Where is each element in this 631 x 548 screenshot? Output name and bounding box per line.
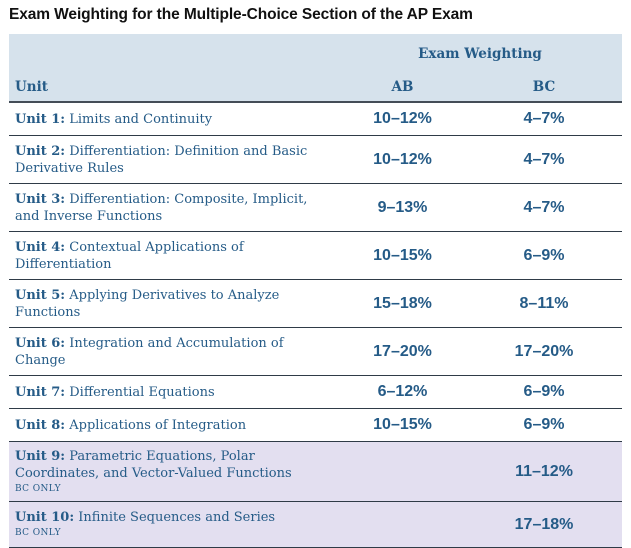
header-row-columns: Unit AB BC	[9, 73, 623, 103]
ab-weight	[339, 441, 466, 502]
unit-name: Contextual Applications of Differentiati…	[15, 239, 244, 272]
ab-weight: 10–15%	[339, 408, 466, 442]
bc-weight: 6–9%	[466, 408, 623, 442]
unit-number: Unit 7:	[15, 384, 66, 400]
unit-cell: Unit 2: Differentiation: Definition and …	[9, 135, 339, 184]
unit-name: Applications of Integration	[69, 417, 247, 433]
bc-weight: 6–9%	[466, 375, 623, 409]
header-blank-cell	[9, 34, 339, 73]
unit-cell: Unit 10: Infinite Sequences and Series BC…	[9, 501, 339, 548]
unit-name: Parametric Equations, Polar Coordinates,…	[15, 448, 292, 481]
ab-weight: 9–13%	[339, 183, 466, 232]
table-row: Unit 6: Integration and Accumulation of …	[9, 327, 623, 376]
unit-number: Unit 3:	[15, 191, 66, 207]
unit-cell: Unit 6: Integration and Accumulation of …	[9, 327, 339, 376]
bc-weight: 4–7%	[466, 183, 623, 232]
table-row: Unit 7: Differential Equations 6–12% 6–9…	[9, 375, 623, 409]
ab-weight: 10–12%	[339, 135, 466, 184]
ab-weight: 15–18%	[339, 279, 466, 328]
table-row: Unit 1: Limits and Continuity 10–12% 4–7…	[9, 102, 623, 136]
table-row: Unit 3: Differentiation: Composite, Impl…	[9, 183, 623, 232]
unit-cell: Unit 1: Limits and Continuity	[9, 102, 339, 136]
bc-weight: 8–11%	[466, 279, 623, 328]
unit-name: Integration and Accumulation of Change	[15, 335, 284, 368]
unit-number: Unit 1:	[15, 111, 66, 127]
bc-weight: 4–7%	[466, 135, 623, 184]
unit-cell: Unit 8: Applications of Integration	[9, 408, 339, 442]
bc-weight: 6–9%	[466, 231, 623, 280]
unit-name: Infinite Sequences and Series	[78, 510, 276, 525]
ab-weight: 17–20%	[339, 327, 466, 376]
unit-name: Applying Derivatives to Analyze Function…	[15, 287, 280, 320]
ab-weight: 6–12%	[339, 375, 466, 409]
page-title: Exam Weighting for the Multiple-Choice S…	[9, 6, 473, 23]
unit-name: Differentiation: Definition and Basic De…	[15, 143, 308, 176]
unit-number: Unit 9:	[15, 448, 66, 464]
unit-column-header: Unit	[9, 73, 339, 103]
header-row-group: Exam Weighting	[9, 34, 623, 73]
bc-weight: 4–7%	[466, 102, 623, 136]
table-row-bc-only: Unit 9: Parametric Equations, Polar Coor…	[9, 441, 623, 502]
unit-cell: Unit 4: Contextual Applications of Diffe…	[9, 231, 339, 280]
table-row: Unit 5: Applying Derivatives to Analyze …	[9, 279, 623, 328]
table-row: Unit 8: Applications of Integration 10–1…	[9, 408, 623, 442]
bc-column-header: BC	[466, 73, 623, 103]
table-row: Unit 4: Contextual Applications of Diffe…	[9, 231, 623, 280]
unit-name: Limits and Continuity	[69, 111, 213, 127]
exam-weighting-table: Exam Weighting Unit AB BC Unit 1: Limits…	[9, 34, 623, 548]
unit-number: Unit 8:	[15, 417, 66, 433]
unit-number: Unit 4:	[15, 239, 66, 255]
table-row: Unit 2: Differentiation: Definition and …	[9, 135, 623, 184]
unit-number: Unit 6:	[15, 335, 66, 351]
unit-name: Differential Equations	[69, 384, 215, 400]
bc-weight: 17–18%	[466, 501, 623, 548]
table-row-bc-only: Unit 10: Infinite Sequences and Series BC…	[9, 501, 623, 548]
unit-number: Unit 2:	[15, 143, 66, 159]
unit-name: Differentiation: Composite, Implicit, an…	[15, 191, 308, 224]
bc-only-note: BC ONLY	[15, 483, 61, 494]
unit-cell: Unit 9: Parametric Equations, Polar Coor…	[9, 441, 339, 502]
bc-weight: 11–12%	[466, 441, 623, 502]
exam-weighting-header: Exam Weighting	[339, 34, 623, 73]
ab-weight: 10–15%	[339, 231, 466, 280]
bc-weight: 17–20%	[466, 327, 623, 376]
unit-cell: Unit 5: Applying Derivatives to Analyze …	[9, 279, 339, 328]
unit-cell: Unit 3: Differentiation: Composite, Impl…	[9, 183, 339, 232]
ab-column-header: AB	[339, 73, 466, 103]
unit-number: Unit 5:	[15, 287, 66, 303]
unit-number: Unit 10:	[15, 510, 75, 525]
ab-weight	[339, 501, 466, 548]
unit-cell: Unit 7: Differential Equations	[9, 375, 339, 409]
bc-only-note: BC ONLY	[15, 528, 61, 538]
ab-weight: 10–12%	[339, 102, 466, 136]
